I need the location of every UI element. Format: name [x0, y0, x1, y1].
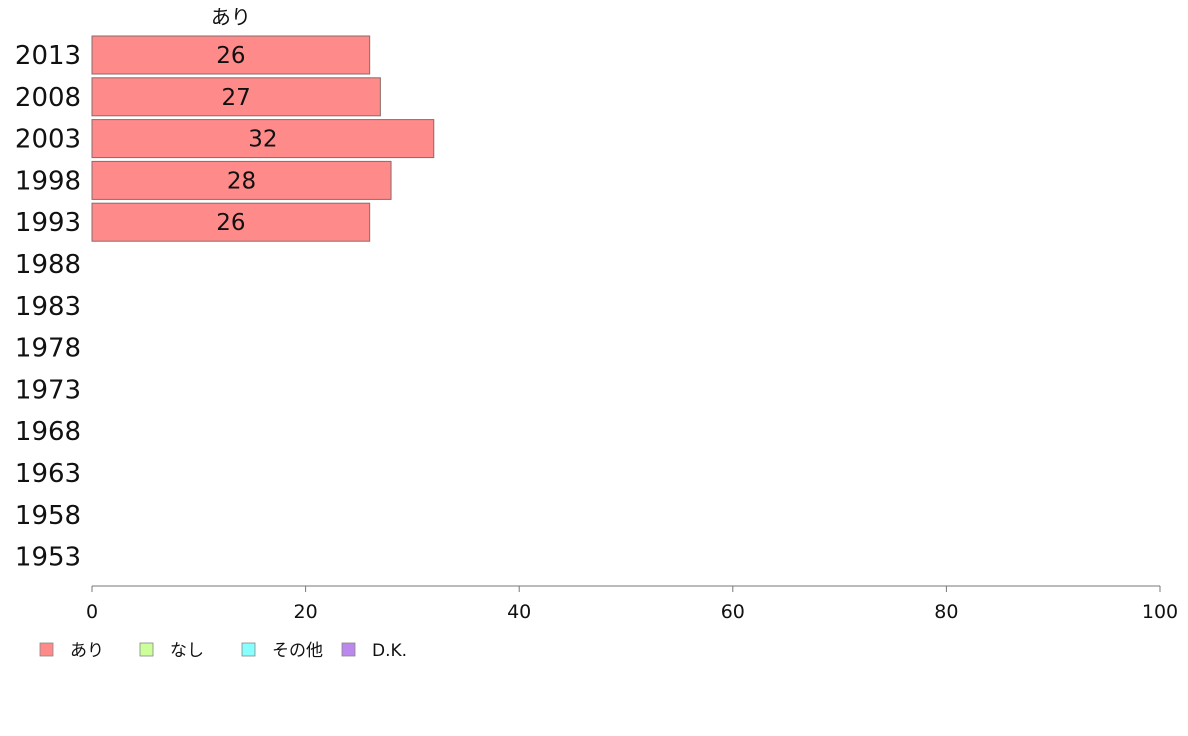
year-label: 2013 [15, 41, 81, 71]
year-label: 1988 [15, 250, 81, 280]
year-label: 1983 [15, 292, 81, 322]
year-label: 2008 [15, 83, 81, 113]
bar-value-label: 26 [216, 43, 245, 69]
x-axis-tick-label: 60 [721, 601, 745, 623]
x-axis-tick-label: 0 [86, 601, 98, 623]
legend-label: なし [170, 641, 204, 661]
x-axis-tick-label: 80 [934, 601, 958, 623]
year-label: 1963 [15, 459, 81, 489]
legend-label: その他 [272, 641, 323, 661]
x-axis-tick-label: 40 [507, 601, 531, 623]
bar-value-label: 28 [227, 168, 256, 194]
year-label: 1973 [15, 375, 81, 405]
legend-label: D.K. [372, 641, 407, 661]
legend-swatch [139, 642, 154, 657]
legend-swatch [241, 642, 256, 657]
year-label: 2003 [15, 125, 81, 155]
bar-value-label: 32 [248, 127, 277, 153]
bar-segment [91, 160, 392, 200]
year-label: 1958 [15, 501, 81, 531]
legend-swatch [39, 642, 54, 657]
year-label: 1993 [15, 208, 81, 238]
series-header-label: あり [211, 5, 251, 29]
bar-segment [91, 119, 435, 159]
year-label: 1998 [15, 166, 81, 196]
x-axis-tick-label: 20 [294, 601, 318, 623]
bar-segment [91, 35, 371, 75]
bar-value-label: 27 [222, 85, 251, 111]
legend-label: あり [70, 641, 104, 661]
x-axis-tick-label: 100 [1142, 601, 1178, 623]
year-label: 1953 [15, 543, 81, 573]
bar-segment [91, 77, 381, 117]
legend-swatch [341, 642, 356, 657]
bar-segment [91, 202, 371, 242]
year-label: 1978 [15, 334, 81, 364]
bar-value-label: 26 [216, 210, 245, 236]
year-label: 1968 [15, 417, 81, 447]
